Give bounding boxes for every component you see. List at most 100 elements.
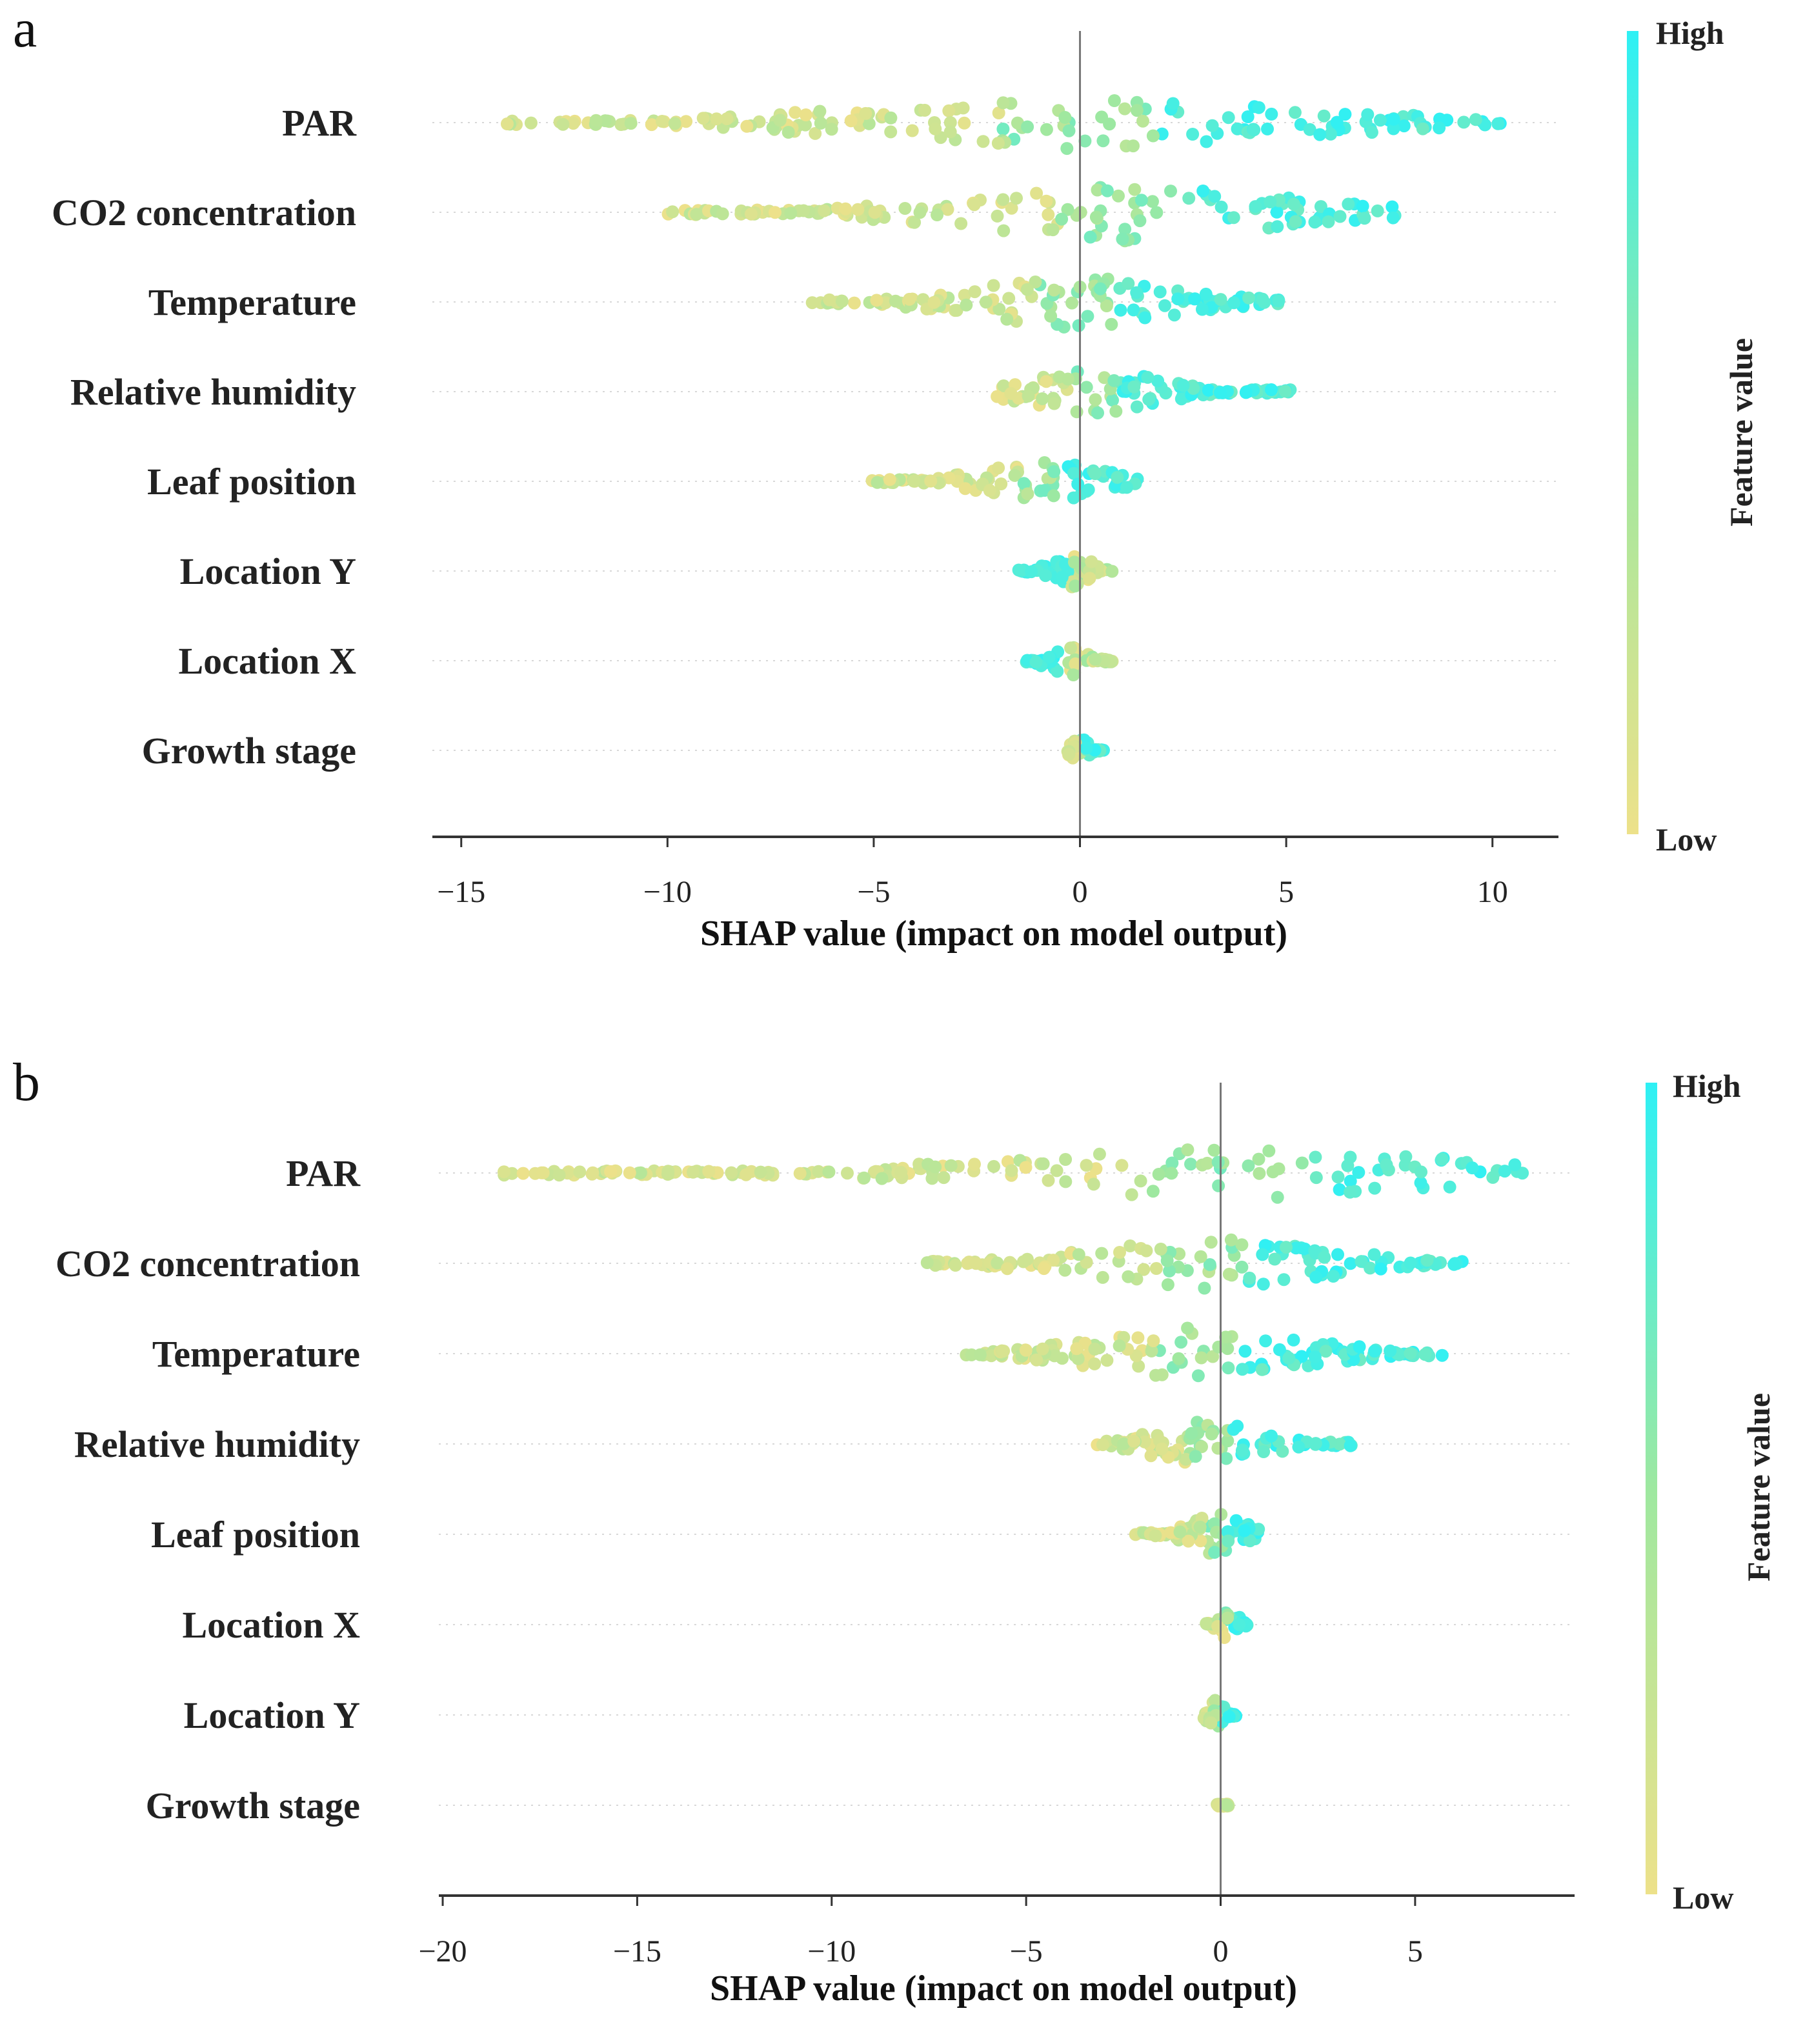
shap-point xyxy=(1115,1159,1129,1172)
shap-point xyxy=(1058,1263,1072,1277)
shap-point xyxy=(941,203,954,216)
shap-point xyxy=(501,117,514,130)
shap-point xyxy=(524,116,538,130)
shap-point xyxy=(1095,110,1109,124)
shap-point xyxy=(1209,1694,1222,1707)
shap-point xyxy=(1229,1514,1243,1527)
shap-point xyxy=(950,304,963,317)
shap-point xyxy=(1094,282,1107,296)
shap-point xyxy=(1130,286,1144,299)
x-tick-label: −5 xyxy=(1010,1934,1043,1969)
shap-point xyxy=(1309,1270,1323,1284)
shap-point xyxy=(1404,1347,1417,1360)
shap-point xyxy=(680,115,693,128)
shap-point xyxy=(1341,1159,1355,1172)
feature-label: PAR xyxy=(282,102,357,144)
x-tick-label: 0 xyxy=(1213,1934,1229,1969)
shap-point xyxy=(1200,1617,1213,1630)
shap-point xyxy=(1309,1150,1322,1164)
shap-point xyxy=(1130,400,1144,414)
shap-point xyxy=(992,106,1005,119)
shap-point xyxy=(1133,214,1147,228)
shap-point xyxy=(1010,192,1023,205)
shap-point xyxy=(1125,1188,1138,1201)
shap-point xyxy=(552,1168,566,1182)
shap-point xyxy=(1440,114,1454,127)
shap-point xyxy=(1088,1343,1102,1356)
shap-point xyxy=(1088,467,1102,481)
shap-point xyxy=(1252,101,1265,114)
shap-point xyxy=(1061,203,1074,216)
shap-point xyxy=(1287,197,1300,211)
shap-point xyxy=(1231,1419,1244,1433)
x-tick-label: −10 xyxy=(643,875,692,909)
shap-point xyxy=(1163,1264,1176,1278)
shap-point xyxy=(1051,665,1064,678)
panel-label: b xyxy=(13,1052,40,1112)
shap-point xyxy=(835,294,849,308)
shap-point xyxy=(1222,1534,1235,1548)
shap-point xyxy=(1256,1278,1270,1291)
x-tick-label: −15 xyxy=(613,1934,661,1969)
shap-point xyxy=(1331,1170,1345,1184)
shap-point xyxy=(1109,405,1123,418)
shap-point xyxy=(1264,195,1277,208)
shap-point xyxy=(1185,1427,1198,1440)
shap-point xyxy=(1196,303,1209,316)
shap-point xyxy=(1042,1174,1055,1187)
x-tick-label: 5 xyxy=(1407,1934,1423,1969)
shap-point xyxy=(1317,109,1331,123)
shap-point xyxy=(1025,565,1038,579)
shap-point xyxy=(1208,190,1222,203)
shap-point xyxy=(1222,1710,1236,1723)
shap-point xyxy=(645,118,658,132)
shap-point xyxy=(1127,303,1140,317)
shap-point xyxy=(702,1165,716,1178)
shap-point xyxy=(1134,1174,1147,1188)
shap-point xyxy=(1030,1353,1043,1367)
shap-point xyxy=(1005,201,1018,215)
shap-point xyxy=(822,1165,836,1179)
feature-label: Location Y xyxy=(180,550,356,592)
shap-point xyxy=(1173,1525,1187,1539)
shap-point xyxy=(1227,296,1240,310)
shap-point xyxy=(1272,294,1285,308)
shap-point xyxy=(1127,1434,1141,1448)
shap-point xyxy=(1055,212,1069,226)
shap-point xyxy=(1219,1330,1233,1344)
shap-point xyxy=(1062,124,1076,137)
shap-point xyxy=(1289,215,1302,228)
shap-point xyxy=(1100,299,1113,312)
shap-point xyxy=(912,1157,926,1171)
shap-point xyxy=(944,1159,958,1172)
shap-point xyxy=(805,296,819,310)
shap-point xyxy=(1271,220,1284,234)
shap-point xyxy=(1414,1176,1427,1190)
shap-point xyxy=(1138,1435,1151,1448)
shap-point xyxy=(973,1348,987,1361)
shap-point xyxy=(1149,1529,1162,1543)
shap-point xyxy=(1165,1156,1179,1170)
shap-point xyxy=(1062,748,1076,761)
shap-point xyxy=(1091,183,1104,197)
shap-point xyxy=(1252,1523,1265,1536)
shap-point xyxy=(929,1160,942,1174)
shap-point xyxy=(754,1165,767,1179)
shap-point xyxy=(740,119,754,133)
shap-point xyxy=(1029,276,1042,288)
shap-point xyxy=(1040,194,1053,208)
shap-point xyxy=(903,292,916,306)
shap-point xyxy=(1252,1152,1265,1166)
shap-point xyxy=(993,303,1006,316)
shap-point xyxy=(968,1157,981,1171)
shap-point xyxy=(1071,1352,1085,1365)
shap-point xyxy=(799,108,812,121)
shap-point xyxy=(690,208,703,221)
shap-point xyxy=(1214,386,1227,399)
shap-point xyxy=(1005,1164,1018,1177)
shap-point xyxy=(1273,1343,1286,1356)
shap-point xyxy=(1070,1342,1083,1356)
shap-point xyxy=(1235,1238,1249,1252)
shap-point xyxy=(1243,1271,1256,1285)
